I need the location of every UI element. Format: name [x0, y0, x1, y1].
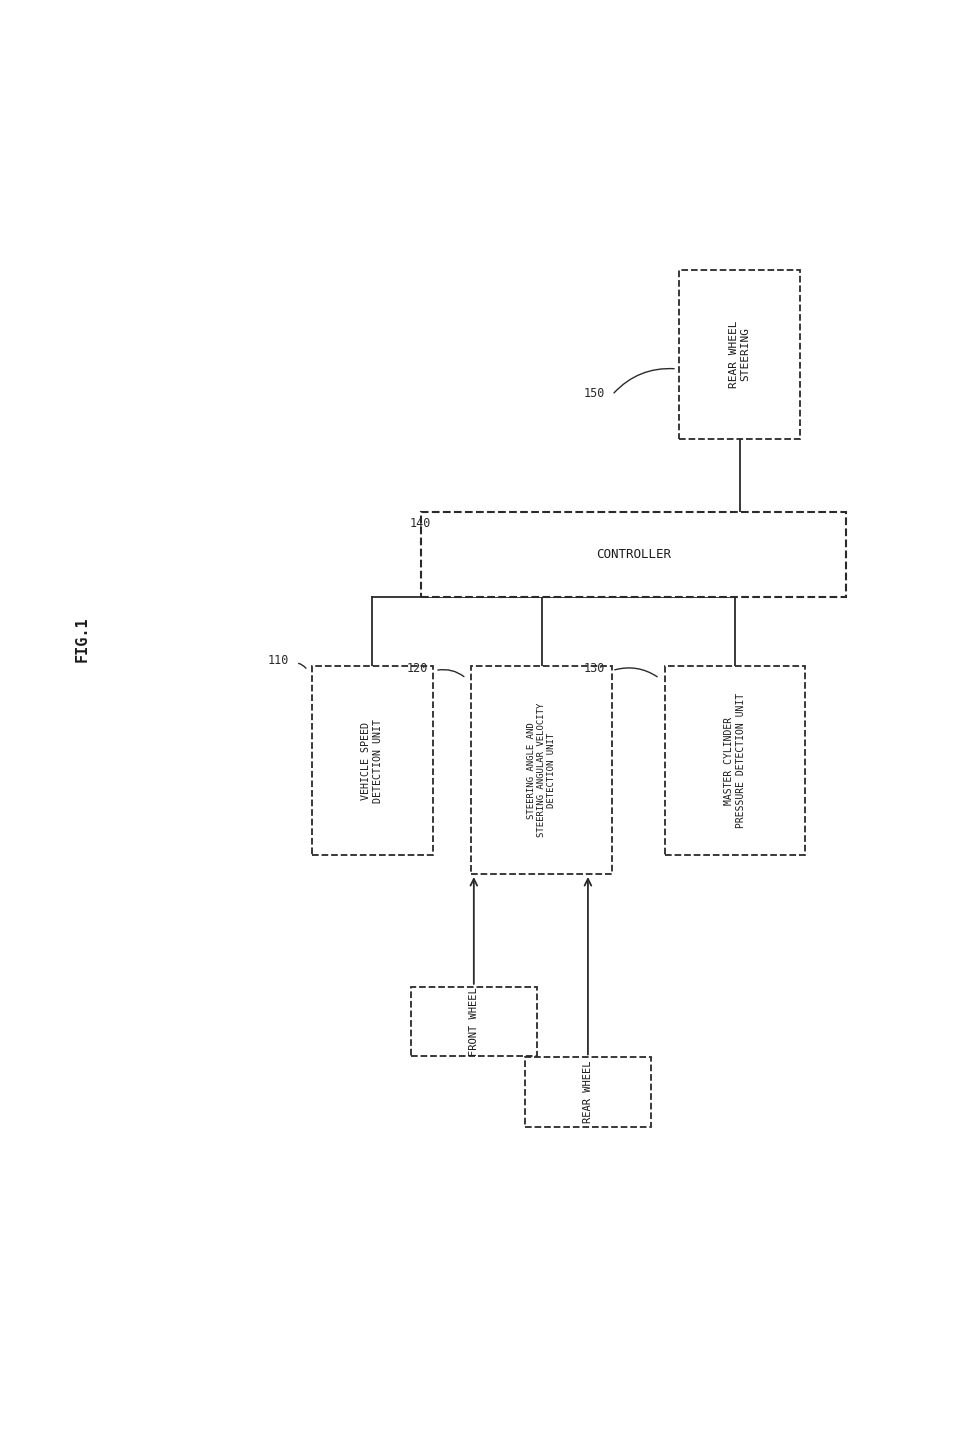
FancyBboxPatch shape	[472, 667, 611, 875]
Text: FIG.1: FIG.1	[74, 617, 90, 663]
FancyBboxPatch shape	[525, 1057, 651, 1127]
FancyBboxPatch shape	[664, 667, 805, 855]
FancyBboxPatch shape	[411, 987, 537, 1057]
FancyBboxPatch shape	[421, 512, 846, 597]
Text: FRONT WHEEL: FRONT WHEEL	[469, 987, 479, 1055]
Text: REAR WHEEL
STEERING: REAR WHEEL STEERING	[729, 321, 750, 389]
Text: STEERING ANGLE AND
STEERING ANGULAR VELOCITY
DETECTION UNIT: STEERING ANGLE AND STEERING ANGULAR VELO…	[527, 703, 556, 837]
Text: 110: 110	[268, 654, 289, 667]
Text: CONTROLLER: CONTROLLER	[596, 548, 671, 561]
Text: MASTER CYLINDER
PRESSURE DETECTION UNIT: MASTER CYLINDER PRESSURE DETECTION UNIT	[724, 693, 746, 827]
Text: 150: 150	[584, 387, 605, 400]
Text: VEHICLE SPEED
DETECTION UNIT: VEHICLE SPEED DETECTION UNIT	[362, 718, 383, 803]
Text: 130: 130	[584, 663, 605, 675]
FancyBboxPatch shape	[311, 667, 433, 855]
Text: REAR WHEEL: REAR WHEEL	[583, 1061, 593, 1123]
FancyBboxPatch shape	[679, 270, 800, 439]
Text: 140: 140	[410, 518, 431, 531]
Text: 120: 120	[407, 663, 428, 675]
